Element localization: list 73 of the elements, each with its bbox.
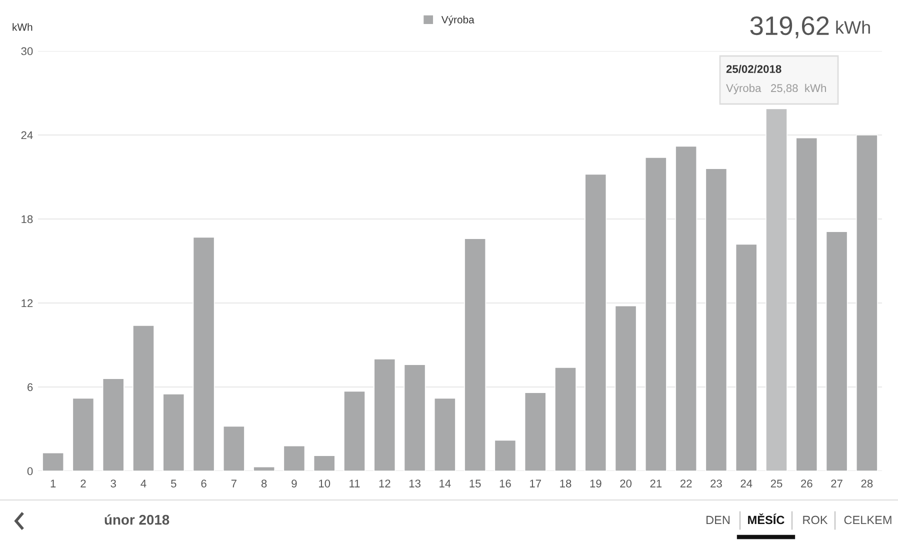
x-tick-label: 26 — [801, 480, 812, 488]
bar — [796, 137, 818, 471]
x-tick-label: 12 — [379, 480, 390, 488]
y-axis-title: kWh — [12, 23, 32, 31]
y-tick-label: 0 — [27, 467, 33, 476]
bar — [644, 156, 667, 471]
y-tick-label: 18 — [22, 215, 33, 224]
bar — [192, 236, 215, 471]
x-tick-label: 6 — [201, 480, 206, 488]
x-tick-label: 20 — [620, 480, 632, 488]
bar — [222, 426, 245, 471]
x-tick-label: 16 — [500, 480, 511, 488]
bar — [434, 398, 456, 471]
x-tick-label: 9 — [292, 480, 297, 488]
bar — [524, 392, 546, 471]
x-tick-label: 4 — [140, 480, 146, 488]
bar — [705, 168, 728, 471]
x-tick-label: 27 — [831, 480, 842, 488]
legend-label: Výroba — [441, 16, 474, 26]
bar — [735, 244, 758, 471]
text: MĚSÍC — [748, 513, 784, 524]
x-tick-label: 5 — [171, 480, 176, 488]
text: kWh — [836, 20, 870, 34]
x-tick-label: 13 — [409, 480, 420, 488]
bar — [675, 146, 698, 471]
bar — [614, 305, 637, 471]
x-tick-label: 22 — [680, 480, 692, 488]
x-tick-label: 17 — [530, 480, 541, 488]
text: CELKEM — [844, 516, 892, 524]
y-tick-label: 12 — [22, 299, 33, 308]
bar — [554, 366, 576, 471]
x-tick-label: 1 — [50, 480, 56, 488]
x-tick-label: 11 — [350, 480, 360, 488]
bar — [132, 324, 154, 471]
bar — [42, 452, 64, 471]
bar — [494, 440, 516, 471]
x-tick-label: 10 — [319, 480, 330, 488]
bar — [584, 174, 607, 471]
x-tick-label: 21 — [650, 480, 662, 488]
bar — [856, 134, 878, 471]
x-tick-label: 8 — [261, 480, 267, 488]
x-tick-label: 19 — [590, 480, 602, 488]
bar — [102, 378, 124, 471]
bar — [162, 394, 185, 471]
text: únor 2018 — [104, 514, 170, 525]
bar — [253, 466, 276, 471]
x-tick-label: 18 — [560, 480, 572, 488]
bar — [313, 455, 336, 471]
x-tick-label: 7 — [231, 480, 236, 488]
x-tick-label: 23 — [710, 480, 722, 488]
x-tick-label: 3 — [110, 480, 116, 488]
bar — [72, 398, 94, 471]
text: 319,62 — [750, 16, 829, 38]
bar — [404, 364, 426, 471]
y-tick-label: 24 — [21, 131, 33, 140]
x-tick-label: 14 — [440, 480, 451, 488]
annotation: 25/02/2018 — [726, 64, 782, 74]
y-tick-label: 6 — [28, 383, 33, 392]
x-tick-label: 25 — [770, 480, 782, 488]
bar — [766, 108, 788, 471]
text: ROK — [803, 516, 828, 524]
text: DEN — [706, 516, 730, 524]
x-tick-label: 2 — [80, 480, 86, 488]
bar — [283, 445, 306, 471]
bar — [826, 231, 848, 471]
annotation: Výroba 25,88 kWh — [726, 84, 826, 94]
y-tick-label: 30 — [21, 47, 33, 56]
bar — [464, 238, 486, 471]
x-tick-label: 15 — [470, 480, 481, 488]
x-tick-label: 24 — [740, 480, 752, 488]
x-tick-label: 28 — [861, 480, 873, 488]
bar — [344, 390, 366, 471]
bar — [374, 358, 396, 471]
